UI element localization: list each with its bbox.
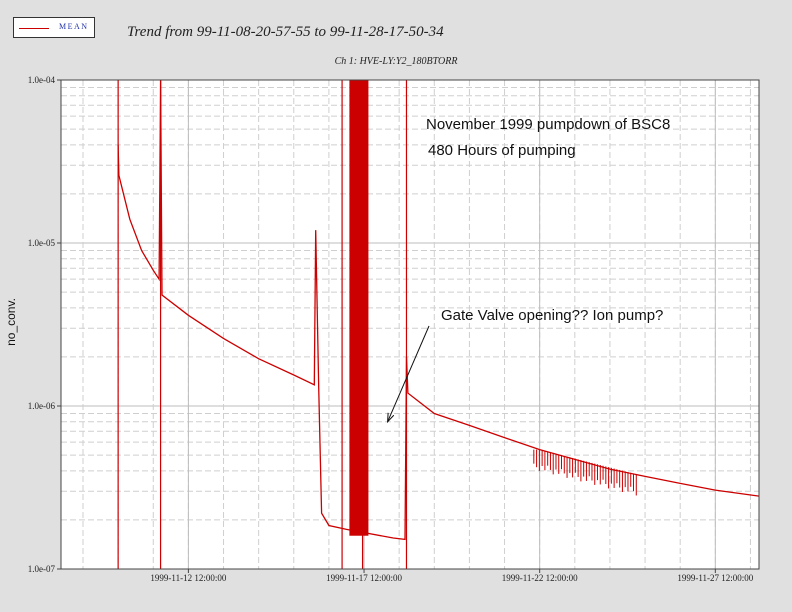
annotation-gate-valve: Gate Valve opening?? Ion pump? [441,307,663,324]
legend-swatch [19,28,49,29]
chart-subtitle: Ch 1: HVE-LY:Y2_180BTORR [334,56,458,67]
plot-frame [60,79,760,570]
x-tick-label: 1999-11-17 12:00:00 [326,573,402,583]
series-line-mean [117,79,760,541]
x-tick-label: 1999-11-12 12:00:00 [150,573,226,583]
annotation-pumpdown: November 1999 pumpdown of BSC8 [426,116,670,133]
annotation-arrow [387,325,430,422]
x-tick-label: 1999-11-22 12:00:00 [502,573,578,583]
annotation-hours: 480 Hours of pumping [428,142,576,159]
chart-title: Trend from 99-11-08-20-57-55 to 99-11-28… [127,24,444,40]
y-tick-label: 1.0e-06 [28,401,56,411]
series-noise-band [349,80,369,536]
legend: MEAN [13,17,95,38]
legend-label: MEAN [59,22,89,31]
y-tick-label: 1.0e-07 [28,564,56,574]
x-tick-label: 1999-11-27 12:00:00 [677,573,753,583]
y-tick-label: 1.0e-05 [28,238,56,248]
y-tick-label: 1.0e-04 [28,75,56,85]
plot-area [60,79,760,570]
annotation-arrowhead [387,412,395,424]
